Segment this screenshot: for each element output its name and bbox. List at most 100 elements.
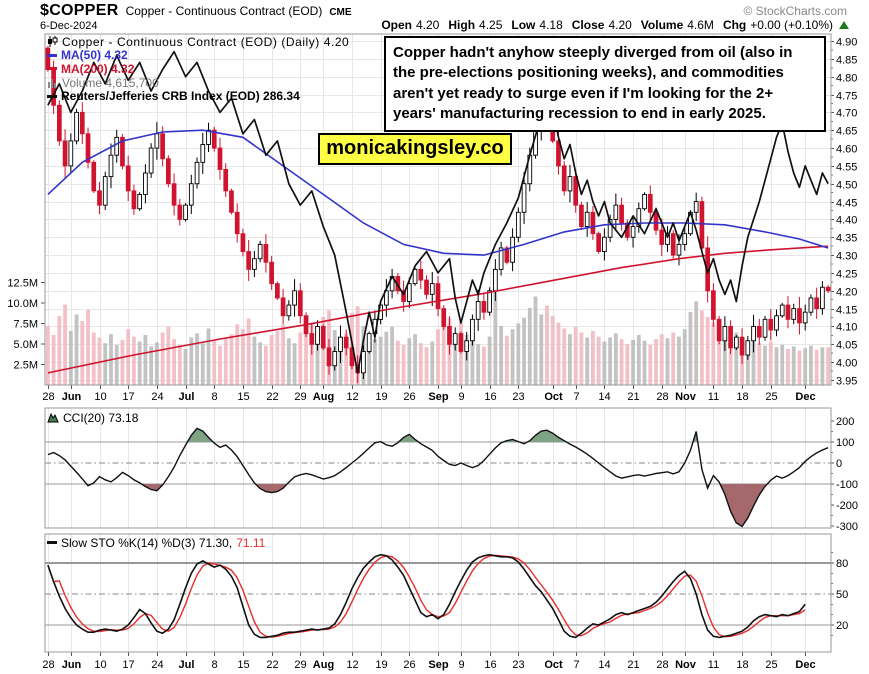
- svg-text:Sep: Sep: [428, 391, 448, 403]
- sto-line-icon: [47, 541, 57, 545]
- svg-text:-100: -100: [836, 479, 858, 491]
- svg-text:23: 23: [512, 659, 524, 671]
- open-label: Open: [381, 18, 412, 32]
- legend-sto-d-value: 71.11: [236, 535, 266, 550]
- legend-row-price: Copper - Continuous Contract (EOD) (Dail…: [47, 35, 349, 49]
- svg-text:18: 18: [736, 659, 748, 671]
- chg-label: Chg: [722, 18, 747, 32]
- annotation-note: Copper hadn't anyhow steeply diverged fr…: [384, 36, 826, 132]
- legend-sto-label: Slow STO %K(14) %D(3) 71.30,: [61, 535, 233, 550]
- ma200-line-icon: [47, 67, 57, 71]
- ticker-description: Copper - Continuous Contract (EOD): [125, 4, 323, 18]
- high-value: 4.25: [479, 18, 503, 32]
- svg-text:29: 29: [294, 659, 306, 671]
- low-label: Low: [511, 18, 536, 32]
- svg-text:24: 24: [151, 391, 163, 403]
- svg-text:4.60: 4.60: [836, 144, 857, 156]
- svg-text:16: 16: [484, 659, 496, 671]
- svg-text:4.80: 4.80: [836, 73, 857, 85]
- svg-text:29: 29: [294, 391, 306, 403]
- svg-text:4.50: 4.50: [836, 180, 857, 192]
- svg-text:12: 12: [346, 659, 358, 671]
- svg-text:4.15: 4.15: [836, 305, 857, 317]
- crb-line-icon: [47, 94, 57, 98]
- close-label: Close: [571, 18, 605, 32]
- watermark-badge: monicakingsley.co: [318, 133, 512, 165]
- volume-bars-icon: [47, 77, 58, 89]
- svg-text:4.90: 4.90: [836, 37, 857, 49]
- svg-text:Jun: Jun: [62, 659, 82, 671]
- svg-text:4.20: 4.20: [836, 287, 857, 299]
- quote-date: 6-Dec-2024: [40, 20, 98, 32]
- chart-header: $COPPER Copper - Continuous Contract (EO…: [40, 2, 352, 20]
- svg-text:Jul: Jul: [179, 391, 195, 403]
- svg-text:12.5M: 12.5M: [7, 278, 38, 290]
- svg-text:Jul: Jul: [179, 659, 195, 671]
- high-label: High: [448, 18, 476, 32]
- svg-text:19: 19: [375, 391, 387, 403]
- svg-text:10: 10: [94, 659, 106, 671]
- legend-volume-label: Volume 4,615,700: [62, 75, 159, 90]
- svg-text:2.5M: 2.5M: [14, 360, 38, 372]
- svg-text:24: 24: [151, 659, 163, 671]
- svg-text:4.10: 4.10: [836, 322, 857, 334]
- svg-text:4.00: 4.00: [836, 358, 857, 370]
- svg-text:50: 50: [836, 589, 848, 601]
- volume-label: Volume: [640, 18, 684, 32]
- svg-text:8: 8: [211, 659, 217, 671]
- svg-text:25: 25: [765, 391, 777, 403]
- volume-value: 4.6M: [687, 18, 714, 32]
- svg-text:4.75: 4.75: [836, 91, 857, 103]
- up-arrow-icon: [839, 21, 849, 29]
- svg-text:4.25: 4.25: [836, 269, 857, 281]
- svg-text:5.0M: 5.0M: [14, 339, 38, 351]
- ma50-line-icon: [47, 53, 57, 57]
- legend-price-label: Copper - Continuous Contract (EOD) (Dail…: [62, 34, 350, 49]
- svg-text:4.55: 4.55: [836, 162, 857, 174]
- legend-row-ma50: MA(50) 4.32: [47, 48, 349, 63]
- legend-crb-label: Reuters/Jefferies CRB Index (EOD) 286.34: [61, 89, 300, 104]
- svg-text:23: 23: [512, 391, 524, 403]
- legend-ma200-label: MA(200) 4.32: [61, 61, 135, 76]
- svg-text:8: 8: [211, 391, 217, 403]
- legend-ma50-label: MA(50) 4.32: [61, 48, 128, 63]
- svg-text:22: 22: [266, 391, 278, 403]
- svg-text:Dec: Dec: [795, 659, 815, 671]
- legend-row-crb: Reuters/Jefferies CRB Index (EOD) 286.34: [47, 89, 349, 103]
- svg-text:9: 9: [458, 391, 464, 403]
- svg-text:28: 28: [656, 391, 668, 403]
- svg-text:4.35: 4.35: [836, 233, 857, 245]
- copyright-note: © StockCharts.com: [743, 4, 847, 18]
- exchange-label: CME: [329, 7, 352, 18]
- svg-text:28: 28: [656, 659, 668, 671]
- svg-text:21: 21: [627, 659, 639, 671]
- svg-text:100: 100: [836, 437, 854, 449]
- svg-text:28: 28: [42, 659, 54, 671]
- svg-text:Nov: Nov: [675, 659, 697, 671]
- svg-text:4.05: 4.05: [836, 340, 857, 352]
- cci-area-icon: [47, 412, 59, 423]
- svg-text:28: 28: [42, 391, 54, 403]
- svg-text:10.0M: 10.0M: [7, 298, 38, 310]
- svg-text:18: 18: [736, 391, 748, 403]
- svg-text:11: 11: [708, 391, 719, 403]
- legend-row-cci: CCI(20) 73.18: [47, 411, 138, 425]
- svg-text:11: 11: [708, 659, 719, 671]
- svg-text:26: 26: [403, 391, 415, 403]
- svg-text:3.95: 3.95: [836, 376, 857, 388]
- svg-text:7: 7: [573, 659, 579, 671]
- svg-text:4.45: 4.45: [836, 198, 857, 210]
- svg-text:-200: -200: [836, 500, 858, 512]
- svg-text:-300: -300: [836, 521, 858, 533]
- svg-text:4.65: 4.65: [836, 126, 857, 138]
- low-value: 4.18: [539, 18, 563, 32]
- main-panel-legend: Copper - Continuous Contract (EOD) (Dail…: [47, 35, 349, 103]
- svg-text:4.30: 4.30: [836, 251, 857, 263]
- svg-text:7: 7: [573, 391, 579, 403]
- svg-text:9: 9: [458, 659, 464, 671]
- svg-text:25: 25: [765, 659, 777, 671]
- svg-text:14: 14: [598, 391, 610, 403]
- chg-value: +0.00 (+0.10%): [750, 18, 833, 32]
- legend-row-ma200: MA(200) 4.32: [47, 62, 349, 76]
- svg-text:Dec: Dec: [795, 391, 815, 403]
